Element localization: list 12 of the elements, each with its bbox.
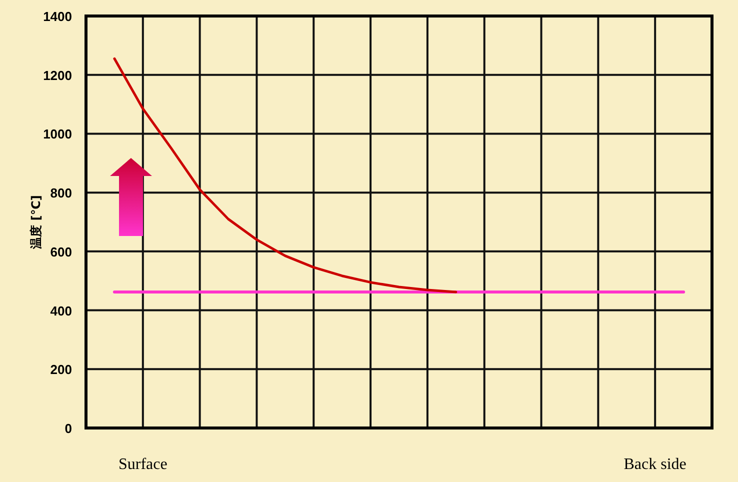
line-series [113,57,458,294]
y-tick-label: 1400 [43,9,72,24]
y-tick-label: 1200 [43,68,72,83]
y-tick-label: 0 [64,421,72,436]
y-tick-label: 200 [50,362,72,378]
y-axis-title: 温度 [℃] [29,195,43,250]
y-tick-label: 1000 [43,126,72,142]
y-tick-label: 800 [50,186,72,201]
x-tick-label: Surface [118,456,168,473]
x-tick-label: Back side [624,456,686,473]
y-tick-label: 400 [50,303,72,318]
y-tick-label: 600 [50,244,72,260]
